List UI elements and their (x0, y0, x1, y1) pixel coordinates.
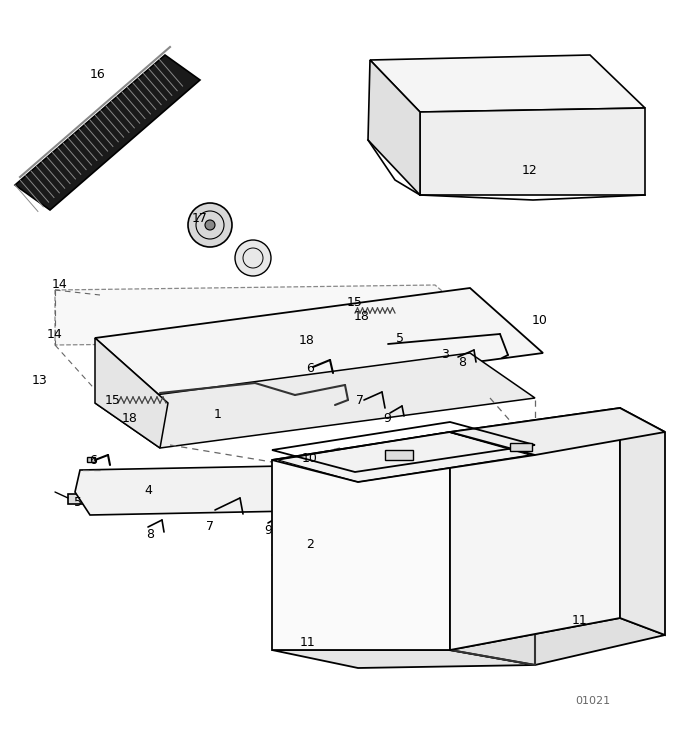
FancyBboxPatch shape (510, 443, 532, 451)
Polygon shape (450, 618, 665, 665)
Text: 2: 2 (306, 539, 314, 551)
Text: 14: 14 (52, 279, 68, 292)
Polygon shape (620, 408, 665, 635)
Text: 9: 9 (383, 412, 391, 425)
Polygon shape (370, 55, 645, 112)
Text: 13: 13 (32, 374, 48, 387)
Text: 6: 6 (306, 362, 314, 374)
Polygon shape (95, 353, 535, 448)
Text: 5: 5 (396, 331, 404, 344)
Polygon shape (272, 432, 535, 482)
FancyBboxPatch shape (392, 330, 410, 339)
Polygon shape (450, 408, 620, 650)
Text: 7: 7 (356, 393, 364, 406)
Polygon shape (75, 465, 345, 515)
Polygon shape (55, 285, 500, 345)
Polygon shape (95, 288, 543, 403)
Text: 10: 10 (532, 314, 548, 327)
FancyBboxPatch shape (385, 450, 413, 460)
Text: 11: 11 (572, 613, 588, 626)
Polygon shape (272, 650, 535, 668)
Polygon shape (272, 432, 450, 650)
Polygon shape (368, 60, 420, 195)
Text: 5: 5 (74, 496, 82, 510)
Text: 15: 15 (347, 295, 363, 308)
Text: 16: 16 (90, 69, 106, 81)
Text: 8: 8 (458, 357, 466, 369)
Text: 18: 18 (354, 311, 370, 324)
Text: 8: 8 (146, 529, 154, 542)
FancyBboxPatch shape (68, 494, 84, 504)
Text: 18: 18 (299, 333, 315, 346)
Text: 9: 9 (264, 523, 272, 537)
Text: 14: 14 (47, 328, 63, 341)
Text: 4: 4 (144, 483, 152, 496)
Polygon shape (95, 338, 168, 448)
Text: 12: 12 (522, 164, 538, 176)
Text: 15: 15 (105, 393, 121, 406)
Polygon shape (15, 55, 200, 210)
Circle shape (205, 220, 215, 230)
Text: 7: 7 (206, 520, 214, 534)
Text: 3: 3 (441, 349, 449, 362)
Text: 18: 18 (122, 412, 138, 425)
Text: 11: 11 (300, 637, 316, 650)
Circle shape (188, 203, 232, 247)
Text: 17: 17 (192, 211, 208, 224)
Polygon shape (450, 408, 665, 455)
Circle shape (235, 240, 271, 276)
Text: 01021: 01021 (575, 696, 610, 706)
Text: 1: 1 (214, 409, 222, 422)
Polygon shape (420, 108, 645, 195)
Text: 6: 6 (89, 453, 97, 466)
FancyBboxPatch shape (87, 457, 95, 462)
Text: 10: 10 (302, 452, 318, 464)
